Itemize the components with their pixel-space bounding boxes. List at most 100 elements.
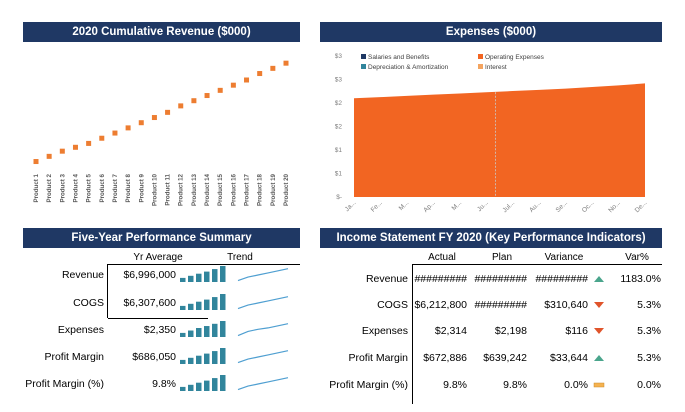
sparkline-bar (220, 375, 226, 391)
income-varpct-value: 5.3% (637, 325, 661, 337)
income-varpct-value: 1183.0% (620, 273, 661, 285)
trend-line (237, 323, 289, 337)
summary-row-average: $6,996,000 (123, 269, 176, 281)
down-triangle-icon (594, 328, 604, 334)
income-actual-value: $6,212,800 (414, 299, 467, 311)
summary-bar-sparkline (180, 375, 226, 391)
sparkline-bar (212, 269, 218, 282)
income-plan-value: $2,198 (494, 325, 527, 337)
x-tick-label: Ju... (476, 199, 490, 213)
x-tick-label: Ap... (422, 199, 437, 214)
expenses-chart: $- $1 $1 $2 $2 $3 $3 Ja... Fe... M... Ap... M... Ju.… (335, 53, 649, 214)
sparkline-bar (180, 386, 186, 391)
summary-trend-sparkline (237, 350, 289, 364)
triangle-shape (594, 355, 604, 361)
revenue-point (204, 93, 210, 99)
down-triangle-icon (594, 302, 604, 308)
summary-row-label: Expenses (57, 324, 104, 336)
income-variance-value: $310,640 (544, 299, 588, 311)
x-tick-label: Product 6 (99, 173, 106, 202)
x-tick-label: Product 2 (46, 173, 53, 202)
revenue-point (283, 60, 289, 66)
income-col-variance: Variance (544, 252, 584, 263)
summary-row-label: Revenue (61, 269, 104, 281)
x-tick-label: Fe... (370, 199, 384, 213)
x-tick-label: Product 15 (217, 173, 224, 206)
summary-row-divider (107, 264, 108, 318)
income-plan-value: $639,242 (483, 352, 527, 364)
legend-swatch (361, 54, 366, 59)
trend-line (237, 350, 289, 364)
sparkline-bar (204, 299, 210, 310)
x-tick-label: Product 3 (59, 173, 66, 202)
legend-entry: Depreciation & Amortization (368, 64, 449, 71)
legend-swatch (361, 64, 366, 69)
legend-entry: Operating Expenses (485, 54, 545, 61)
income-varpct-value: 0.0% (637, 379, 661, 391)
summary-row-average: 9.8% (152, 378, 176, 390)
revenue-point (151, 115, 157, 121)
sparkline-bar (220, 294, 226, 310)
sparkline-bar (188, 303, 194, 310)
y-tick-label: $1 (335, 171, 343, 178)
dash-shape (593, 382, 605, 388)
x-tick-label: Product 13 (191, 173, 198, 206)
income-plan-value: ######### (474, 299, 527, 311)
x-tick-label: Product 18 (257, 173, 264, 206)
x-tick-label: Product 1 (33, 173, 40, 202)
y-tick-label: $- (336, 194, 342, 201)
summary-row-rule (108, 318, 208, 319)
income-row-label: Expenses (361, 325, 408, 337)
income-varpct-value: 5.3% (637, 352, 661, 364)
revenue-point (165, 109, 171, 115)
x-tick-label: M... (451, 199, 464, 212)
x-tick-label: Product 11 (165, 173, 172, 205)
x-tick-label: Product 20 (283, 173, 290, 206)
income-row-label: Revenue (365, 273, 408, 285)
sparkline-bar (196, 328, 202, 337)
sparkline-bar (196, 355, 202, 364)
sparkline-bar (204, 353, 210, 364)
x-tick-label: Product 4 (72, 173, 79, 202)
summary-bar-sparkline (180, 294, 226, 310)
income-actual-value: $2,314 (434, 325, 467, 337)
triangle-shape (594, 302, 604, 308)
y-tick-label: $2 (335, 100, 343, 107)
triangle-shape (594, 276, 604, 282)
x-tick-label: Product 5 (86, 173, 93, 202)
legend-entry: Interest (485, 64, 507, 71)
income-actual-value: ######### (414, 273, 467, 285)
revenue-point (112, 130, 118, 136)
revenue-point (86, 140, 92, 146)
summary-row-label: Profit Margin (%) (25, 378, 104, 390)
summary-col-trend: Trend (227, 252, 253, 263)
x-tick-label: Product 12 (178, 173, 185, 206)
income-actual-value: 9.8% (443, 379, 467, 391)
income-col-varpct: Var% (625, 252, 649, 263)
x-tick-label: Oc... (581, 199, 596, 214)
revenue-point (72, 144, 78, 150)
x-tick-label: Ja... (344, 199, 358, 213)
y-tick-label: $1 (335, 147, 343, 154)
x-tick-label: Product 17 (244, 173, 251, 206)
x-tick-label: Se... (555, 199, 570, 214)
sparkline-bar (212, 297, 218, 310)
summary-trend-sparkline (237, 323, 289, 337)
operating-expenses-area (354, 83, 645, 197)
summary-bar-sparkline (180, 348, 226, 364)
x-tick-label: Product 9 (138, 173, 145, 202)
revenue-point (270, 65, 276, 71)
x-tick-label: Product 19 (270, 173, 277, 206)
x-tick-label: Product 10 (151, 173, 158, 206)
summary-header-rule (108, 264, 300, 265)
sparkline-bar (196, 273, 202, 282)
expenses-title: Expenses ($000) (320, 22, 662, 42)
summary-bar-sparkline (180, 266, 226, 282)
summary-trend-sparkline (237, 268, 289, 282)
x-tick-label: Au... (528, 199, 543, 214)
income-col-plan: Plan (491, 252, 512, 263)
cumulative-revenue-chart: Product 1 Product 2 Product 3 Product 4 Prod… (33, 60, 290, 206)
revenue-point (178, 103, 184, 109)
summary-trend-sparkline (237, 296, 289, 310)
revenue-point (33, 159, 39, 165)
